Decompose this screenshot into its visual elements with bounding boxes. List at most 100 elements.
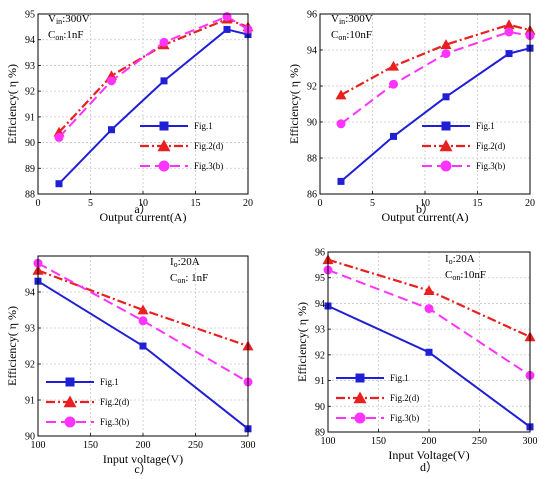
data-point-fig2d xyxy=(440,39,452,49)
data-point-fig1 xyxy=(223,25,231,33)
y-tick-label: 92 xyxy=(25,360,35,371)
legend-marker-fig2d xyxy=(63,395,77,408)
data-point-fig3b xyxy=(336,119,346,129)
x-tick-label: 0 xyxy=(318,198,323,209)
y-tick-label: 94 xyxy=(25,35,35,46)
x-tick-label: 15 xyxy=(191,198,201,209)
data-point-fig1 xyxy=(139,342,147,350)
y-tick-label: 91 xyxy=(315,376,325,387)
plot-frame xyxy=(319,13,531,195)
data-point-fig3b xyxy=(107,76,116,86)
y-tick-label: 95 xyxy=(25,10,35,21)
plot-frame xyxy=(37,255,249,437)
legend-label: Fig.3(b) xyxy=(390,413,419,423)
x-tick-label: 0 xyxy=(36,198,41,209)
y-tick-label: 88 xyxy=(307,154,317,165)
legend-label: Fig.1 xyxy=(476,121,495,131)
y-tick-label: 92 xyxy=(315,350,325,361)
legend-marker-fig3b xyxy=(64,416,76,428)
x-tick-label: 100 xyxy=(321,436,336,447)
annotation-text: Vin:300V xyxy=(48,13,90,26)
x-tick-label: 250 xyxy=(188,440,203,451)
data-point-fig3b xyxy=(441,49,451,59)
plot-frame xyxy=(327,251,531,433)
legend-label: Fig.1 xyxy=(390,373,409,383)
y-tick-label: 94 xyxy=(307,46,317,57)
y-tick-label: 91 xyxy=(25,396,35,407)
chart-panel-4: 100 150 200 250 300 89 90 91 92 93 94 95 96 Fig.1 Fig.… xyxy=(295,248,538,475)
legend-label: Fig.1 xyxy=(194,121,213,131)
y-tick-label: 90 xyxy=(307,118,317,129)
x-tick-label: 300 xyxy=(241,440,256,451)
data-point-fig3b xyxy=(424,304,434,314)
y-tick-label: 90 xyxy=(315,402,325,413)
y-tick-label: 92 xyxy=(25,87,35,98)
y-axis-label: Efficiency( η %) xyxy=(295,302,309,382)
annotation-text: Con:10nF xyxy=(445,269,486,282)
legend-label: Fig.3(b) xyxy=(476,161,505,171)
chart-panel-1: 0 5 10 15 20 88 89 90 91 92 93 94 95 Fig.1 Fig.2(d) Fig… xyxy=(5,10,254,224)
legend-label: Fig.2(d) xyxy=(194,141,223,151)
annotation-text: Con:10nF xyxy=(331,29,372,42)
annotation-text: Con:1nF xyxy=(48,29,84,42)
panel-caption: d） xyxy=(420,460,438,474)
x-tick-label: 150 xyxy=(371,436,386,447)
legend-label: Fig.3(b) xyxy=(100,417,129,427)
data-point-fig2d xyxy=(388,60,399,71)
y-tick-label: 94 xyxy=(315,299,325,310)
legend-label: Fig.2(d) xyxy=(390,393,419,403)
data-point-fig1 xyxy=(337,177,345,185)
y-axis-label: Efficiency( η %) xyxy=(287,64,301,144)
x-tick-label: 20 xyxy=(525,198,535,209)
data-point-fig2d xyxy=(335,89,347,100)
y-tick-label: 89 xyxy=(315,428,325,439)
x-tick-label: 15 xyxy=(473,198,483,209)
legend-marker-fig2d xyxy=(439,139,453,152)
x-axis-label: Output current(A) xyxy=(382,210,469,224)
x-tick-label: 100 xyxy=(31,440,46,451)
x-tick-label: 150 xyxy=(83,440,98,451)
data-point-fig1 xyxy=(55,180,63,188)
legend-label: Fig.2(d) xyxy=(476,141,505,151)
legend-label: Fig.2(d) xyxy=(100,397,129,407)
x-axis-label: Output current(A) xyxy=(100,210,187,224)
x-tick-label: 10 xyxy=(420,198,430,209)
data-point-fig3b xyxy=(222,12,232,22)
data-point-fig2d xyxy=(423,285,435,295)
panel-caption: c） xyxy=(134,462,151,476)
data-point-fig2d xyxy=(503,19,515,30)
x-tick-label: 20 xyxy=(243,198,253,209)
data-point-fig1 xyxy=(425,348,433,356)
panel-caption: a） xyxy=(134,202,151,216)
x-axis-label: Input Voltage(V) xyxy=(388,448,469,462)
y-axis-label: Efficiency( η %) xyxy=(5,64,19,144)
chart-panel-3: 100 150 200 250 300 90 91 92 93 94 Fig.1 Fig.2(d) Fi… xyxy=(5,255,256,476)
y-tick-label: 92 xyxy=(307,82,317,93)
y-tick-label: 93 xyxy=(25,324,35,335)
x-tick-label: 250 xyxy=(472,436,487,447)
legend-marker-fig1 xyxy=(355,373,365,383)
y-tick-label: 91 xyxy=(25,112,35,123)
legend-marker-fig3b xyxy=(440,160,452,172)
data-point-fig1 xyxy=(390,132,397,140)
x-tick-label: 300 xyxy=(523,436,538,447)
legend-marker-fig2d xyxy=(157,139,171,152)
y-tick-label: 96 xyxy=(307,10,317,21)
y-tick-label: 93 xyxy=(315,325,325,336)
data-point-fig1 xyxy=(160,77,168,85)
panel-caption: b） xyxy=(416,202,434,216)
annotation-text: Io:20A xyxy=(445,253,475,266)
y-tick-label: 95 xyxy=(315,273,325,284)
y-tick-label: 88 xyxy=(25,190,35,201)
legend-marker-fig1 xyxy=(441,121,451,131)
y-axis-label: Efficiency( η %) xyxy=(5,306,19,386)
legend-marker-fig2d xyxy=(353,391,367,404)
x-tick-label: 200 xyxy=(136,440,151,451)
annotation-text: Vin:300V xyxy=(331,13,373,26)
legend-marker-fig3b xyxy=(158,160,170,172)
y-tick-label: 90 xyxy=(25,432,35,443)
series-line-fig2d xyxy=(340,23,531,96)
series-line-fig3b xyxy=(37,262,249,383)
y-tick-label: 89 xyxy=(25,164,35,175)
